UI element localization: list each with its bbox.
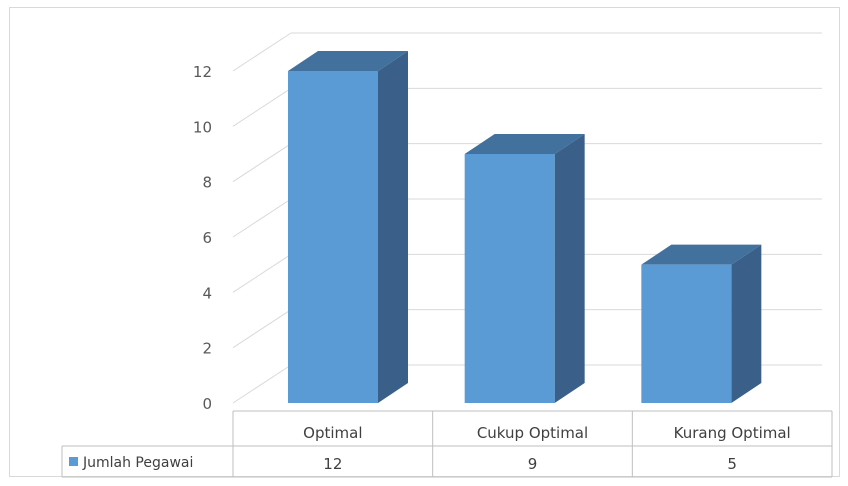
category-label: Cukup Optimal xyxy=(477,424,588,442)
gridline-diagonal xyxy=(232,198,292,238)
bar-side xyxy=(554,134,585,403)
gridline-diagonal xyxy=(232,309,292,349)
data-label: 9 xyxy=(528,455,538,473)
y-axis-ticks: 0 2 4 6 8 10 12 xyxy=(193,63,212,413)
y-tick-label: 2 xyxy=(202,340,212,358)
bar-kurang-optimal xyxy=(641,244,762,403)
bar-side xyxy=(378,51,408,403)
gridline-diagonal xyxy=(232,87,292,127)
gridline-diagonal xyxy=(232,143,292,183)
legend-swatch xyxy=(69,457,78,466)
bar-top xyxy=(464,134,585,154)
bar-front xyxy=(288,71,378,403)
gridline-diagonal xyxy=(232,364,292,404)
category-label: Kurang Optimal xyxy=(674,424,791,442)
y-tick-label: 8 xyxy=(202,174,212,192)
bar-front xyxy=(641,264,732,403)
data-label: 12 xyxy=(323,455,342,473)
category-label: Optimal xyxy=(303,424,362,442)
bars xyxy=(288,51,762,403)
data-table: Optimal 12 Cukup Optimal 9 Kurang Optimal 5 Ju… xyxy=(61,410,833,478)
y-tick-label: 6 xyxy=(202,229,212,247)
gridline-diagonal xyxy=(232,32,292,72)
y-tick-label: 10 xyxy=(193,118,212,136)
y-tick-label: 12 xyxy=(193,63,212,81)
bar-optimal xyxy=(288,51,408,403)
bar-cukup-optimal xyxy=(464,134,585,403)
y-tick-label: 0 xyxy=(202,395,212,413)
y-tick-label: 4 xyxy=(202,284,212,302)
gridline-diagonal xyxy=(232,253,292,293)
bar-front xyxy=(464,154,555,403)
bar-top xyxy=(288,51,408,71)
bar-top xyxy=(641,244,762,265)
legend-label: Jumlah Pegawai xyxy=(82,455,193,471)
bar-side xyxy=(731,244,762,403)
data-label: 5 xyxy=(727,455,737,473)
